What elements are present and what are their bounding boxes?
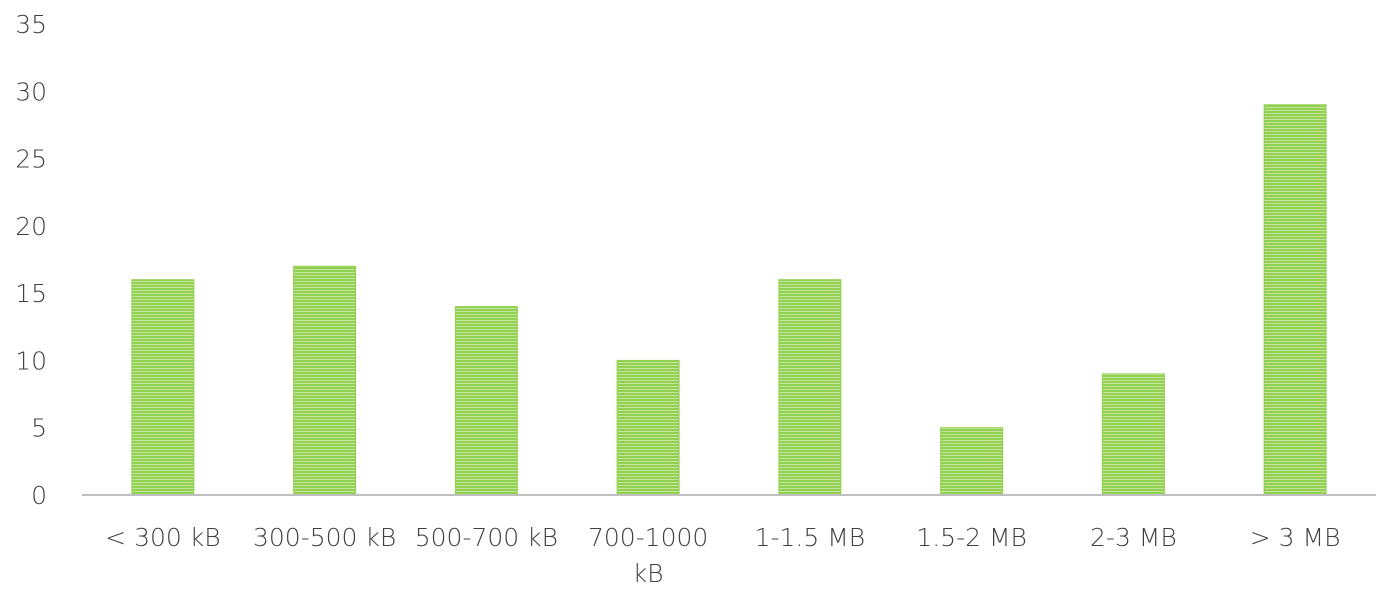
x-tick-label-line: 1.5-2 MB	[916, 523, 1027, 552]
bar	[131, 279, 195, 496]
y-tick-label: 15	[15, 279, 47, 308]
x-tick-label-line: 300-500 kB	[253, 523, 396, 552]
y-tick-label: 35	[15, 10, 47, 39]
x-tick-label-line: 1-1.5 MB	[755, 523, 866, 552]
x-tick-label: < 300 kB	[105, 523, 220, 552]
bar	[454, 306, 518, 496]
bar	[293, 265, 357, 496]
bar	[778, 279, 842, 496]
y-tick-label: 30	[15, 77, 47, 106]
bar	[940, 427, 1004, 496]
x-tick-label: > 3 MB	[1250, 523, 1341, 552]
x-tick-label-line: < 300 kB	[105, 523, 220, 552]
x-tick-label: 500-700 kB	[415, 523, 558, 552]
y-axis-tick-labels: 0 5 10 15 20 25 30 35	[15, 10, 47, 510]
x-tick-label-line: > 3 MB	[1250, 523, 1341, 552]
y-tick-label: 0	[31, 481, 47, 510]
y-tick-label: 5	[31, 414, 47, 443]
x-tick-label: 700-1000 kB	[588, 523, 708, 588]
bar	[616, 359, 680, 496]
y-tick-label: 20	[15, 212, 47, 241]
bars-group	[131, 104, 1327, 496]
x-tick-label-line: 700-1000	[588, 523, 708, 552]
x-tick-label: 1.5-2 MB	[916, 523, 1027, 552]
x-axis-tick-labels: < 300 kB 300-500 kB 500-700 kB 700-1000 kB 1-…	[105, 523, 1340, 588]
y-tick-label: 25	[15, 145, 47, 174]
x-tick-label-line: 2-3 MB	[1090, 523, 1177, 552]
y-tick-label: 10	[15, 346, 47, 375]
x-tick-label: 2-3 MB	[1090, 523, 1177, 552]
bar	[1263, 104, 1327, 496]
bar	[1101, 373, 1165, 496]
x-tick-label-line: 500-700 kB	[415, 523, 558, 552]
x-tick-label-line: kB	[633, 559, 664, 588]
x-tick-label: 300-500 kB	[253, 523, 396, 552]
x-tick-label: 1-1.5 MB	[755, 523, 866, 552]
